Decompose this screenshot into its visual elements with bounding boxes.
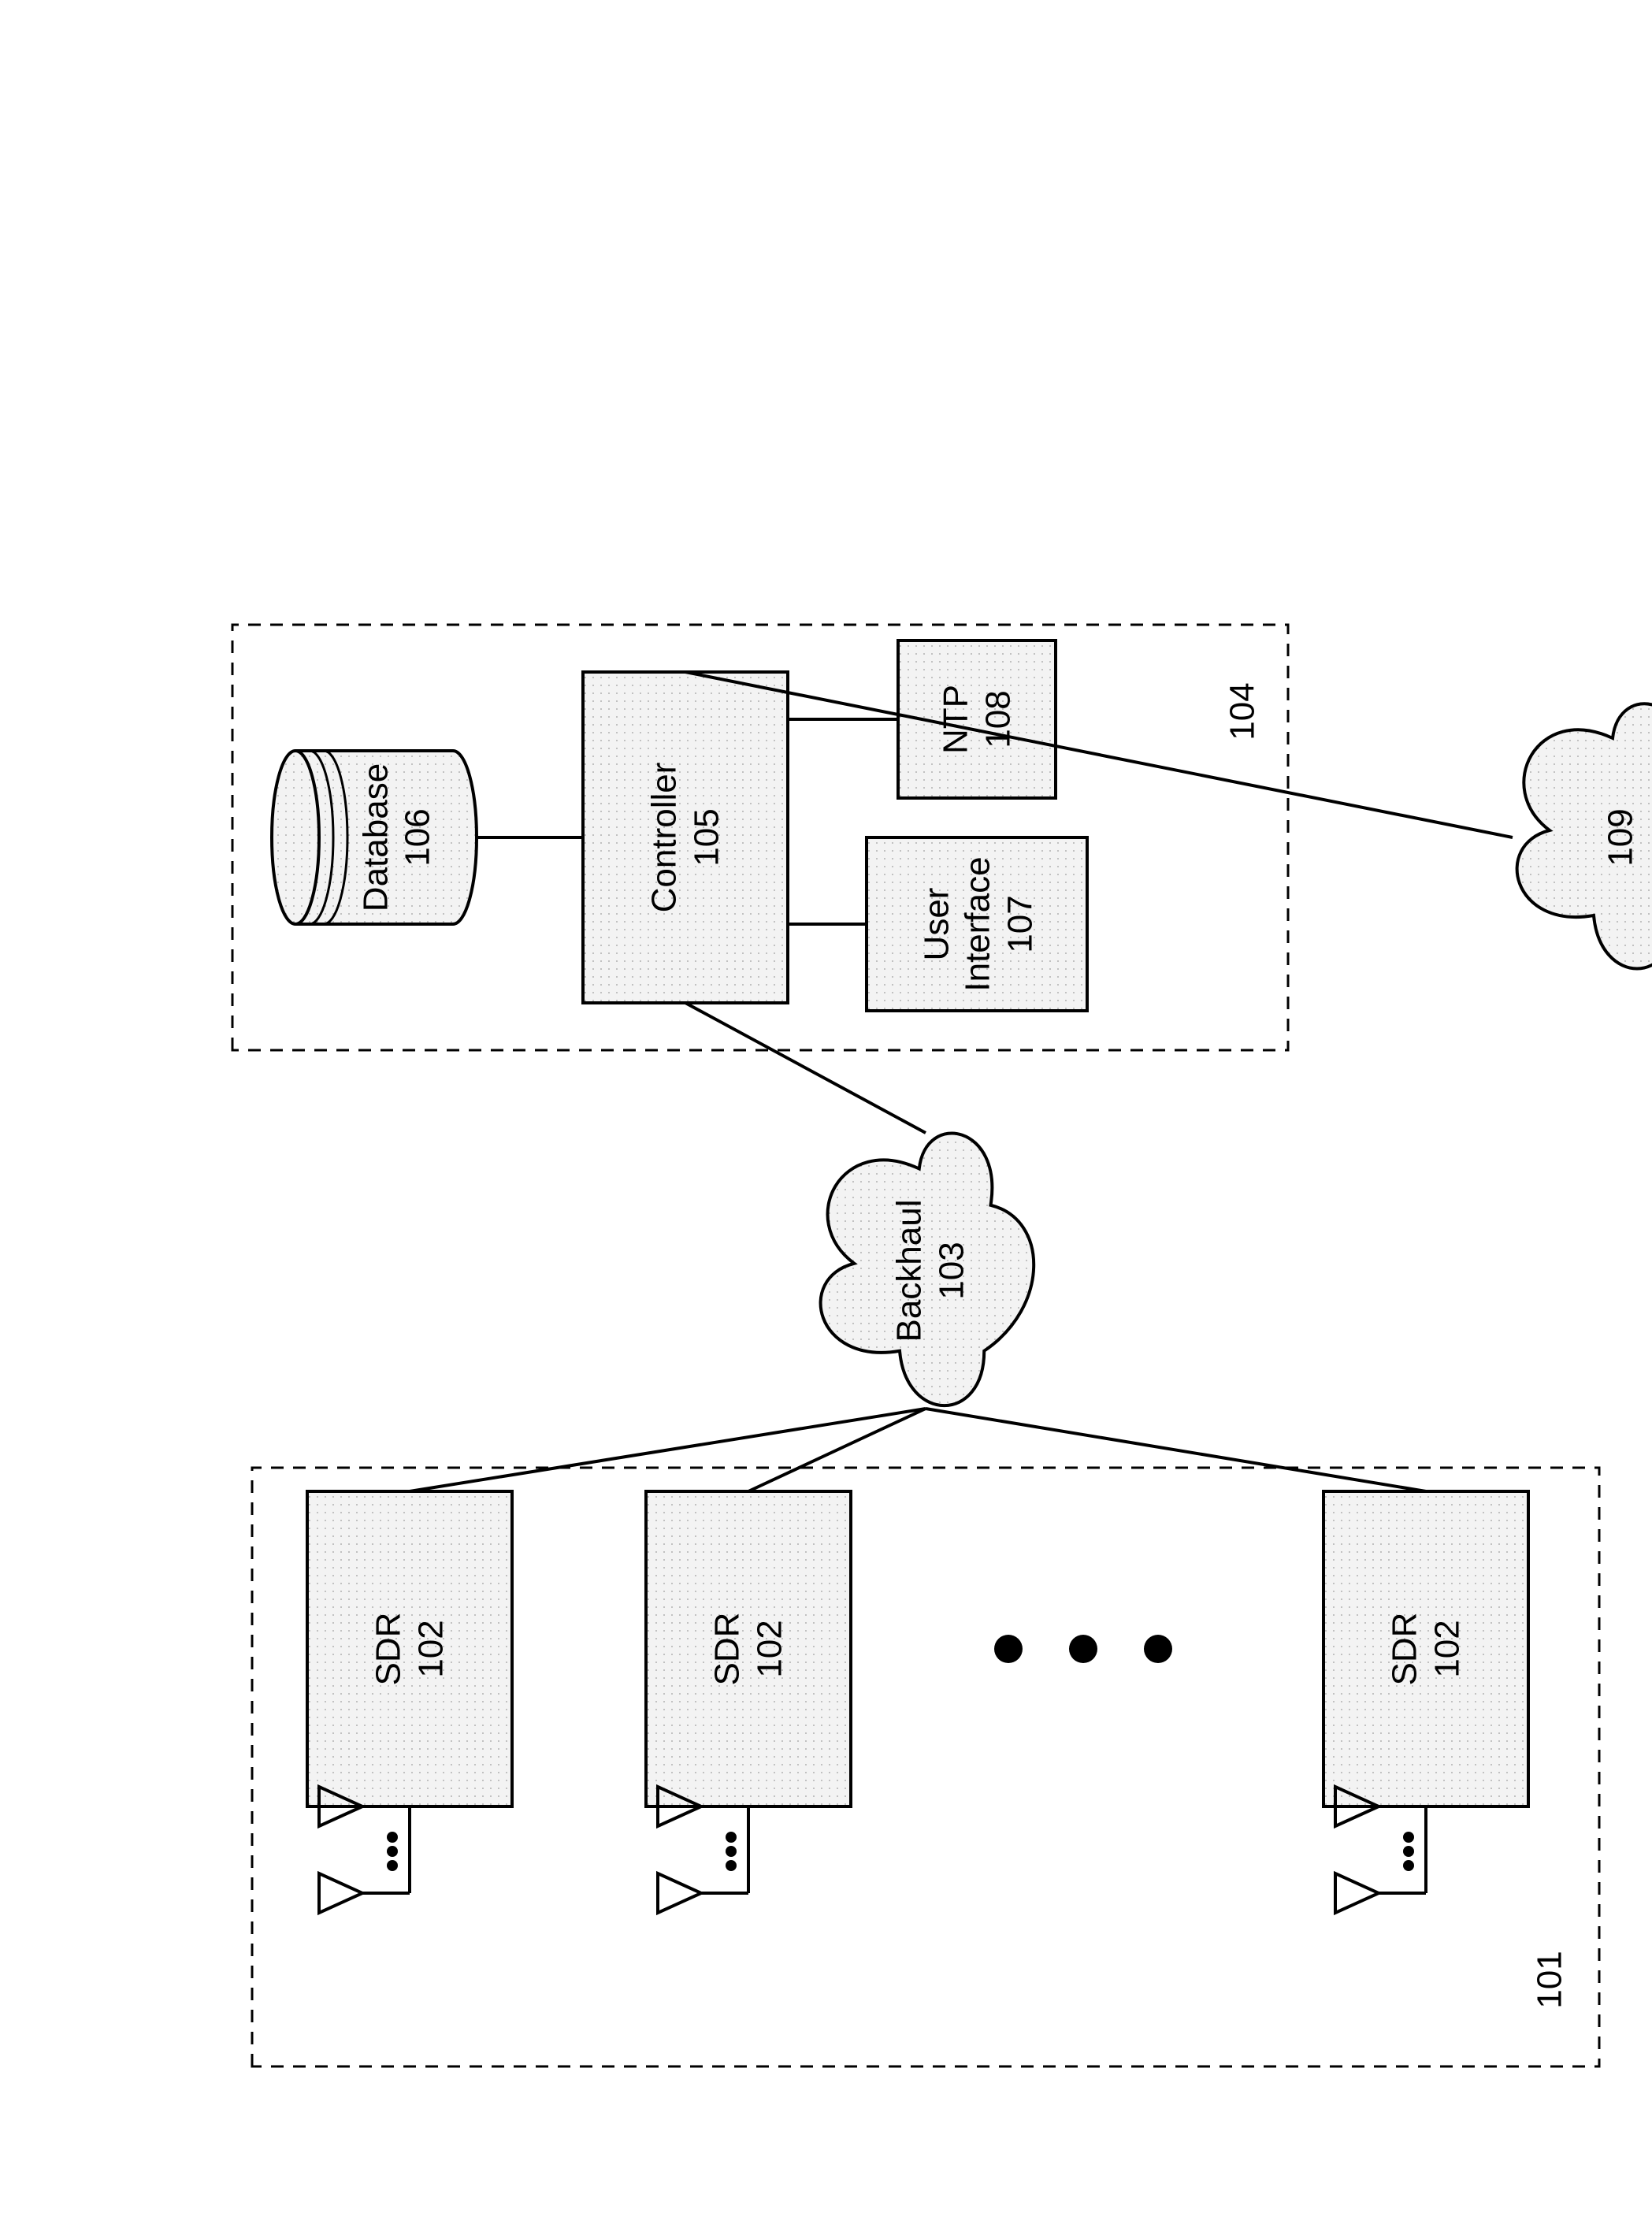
- antenna-ellipsis-dot: [387, 1860, 398, 1871]
- controller-block: [583, 672, 788, 1003]
- controller-label: Controller: [645, 763, 684, 913]
- database-top: [272, 751, 319, 924]
- link-sdr-backhaul: [748, 1409, 926, 1491]
- sdr-ellipsis-dot: [1144, 1635, 1172, 1663]
- controller-id: 105: [688, 808, 726, 866]
- antenna-ellipsis-dot: [726, 1846, 737, 1857]
- antenna-ellipsis-dot: [726, 1860, 737, 1871]
- diagram-root: 101SDR102SDR102SDR102Backhaul103104Datab…: [232, 625, 1652, 2066]
- sdr-id: 102: [751, 1620, 789, 1677]
- ntp-id: 108: [979, 690, 1018, 748]
- database-label: Database: [357, 763, 395, 912]
- link-controller-cloud109: [685, 672, 1513, 837]
- sdr-label: SDR: [708, 1613, 747, 1686]
- antenna-ellipsis-dot: [1403, 1846, 1414, 1857]
- antenna-ellipsis-dot: [726, 1832, 737, 1843]
- link-sdr-backhaul: [410, 1409, 926, 1491]
- antenna-ellipsis-dot: [387, 1846, 398, 1857]
- link-sdr-backhaul: [926, 1409, 1426, 1491]
- sdr-block: [1323, 1491, 1528, 1806]
- group-101-label: 101: [1531, 1951, 1569, 2008]
- sdr-block: [646, 1491, 851, 1806]
- sdr-id: 102: [412, 1620, 451, 1677]
- ui-label-1: User: [918, 888, 956, 961]
- sdr-block: [307, 1491, 512, 1806]
- ui-id: 107: [1001, 895, 1040, 952]
- ui-label-2: Interface: [959, 856, 997, 991]
- sdr-label: SDR: [1386, 1613, 1424, 1686]
- antenna-ellipsis-dot: [1403, 1832, 1414, 1843]
- antenna-icon: [1335, 1873, 1379, 1913]
- sdr-ellipsis-dot: [994, 1635, 1023, 1663]
- group-104-label: 104: [1223, 682, 1262, 740]
- antenna-icon: [319, 1873, 362, 1913]
- sdr-id: 102: [1428, 1620, 1467, 1677]
- antenna-ellipsis-dot: [387, 1832, 398, 1843]
- antenna-ellipsis-dot: [1403, 1860, 1414, 1871]
- sdr-ellipsis-dot: [1069, 1635, 1097, 1663]
- antenna-icon: [658, 1873, 701, 1913]
- link-backhaul-controller: [685, 1003, 926, 1133]
- backhaul-id: 103: [933, 1242, 971, 1299]
- database-id: 106: [399, 808, 437, 866]
- ntp-label: NTP: [937, 685, 975, 754]
- cloud-109-label: 109: [1602, 808, 1640, 866]
- backhaul-label: Backhaul: [890, 1199, 929, 1342]
- sdr-label: SDR: [369, 1613, 408, 1686]
